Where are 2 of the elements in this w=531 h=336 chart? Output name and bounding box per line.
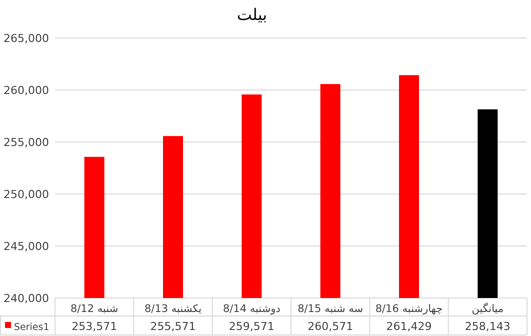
title: بیلت	[236, 5, 268, 24]
legend-label: Series1	[14, 322, 50, 333]
